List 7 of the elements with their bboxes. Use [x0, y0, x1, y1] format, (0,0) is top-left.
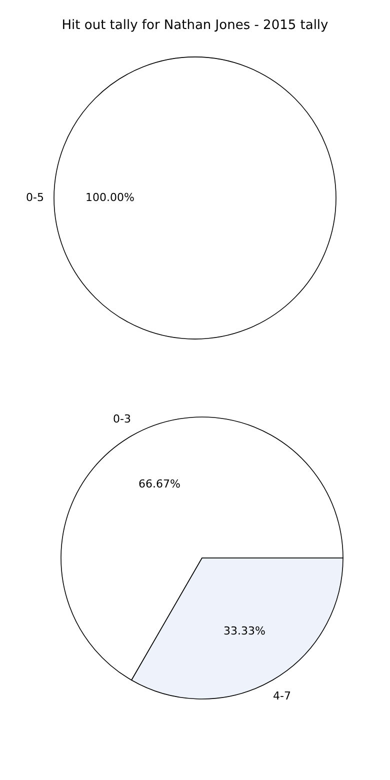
data-label: 66.67% [138, 477, 180, 490]
chart-title: Hit out tally for Nathan Jones - 2015 tally [62, 18, 329, 33]
slice-label: 0-5 [26, 191, 44, 204]
slice-label: 0-3 [113, 412, 131, 426]
data-label: 100.00% [86, 191, 134, 204]
slice-label: 4-7 [273, 690, 291, 703]
data-label: 33.33% [224, 624, 266, 638]
